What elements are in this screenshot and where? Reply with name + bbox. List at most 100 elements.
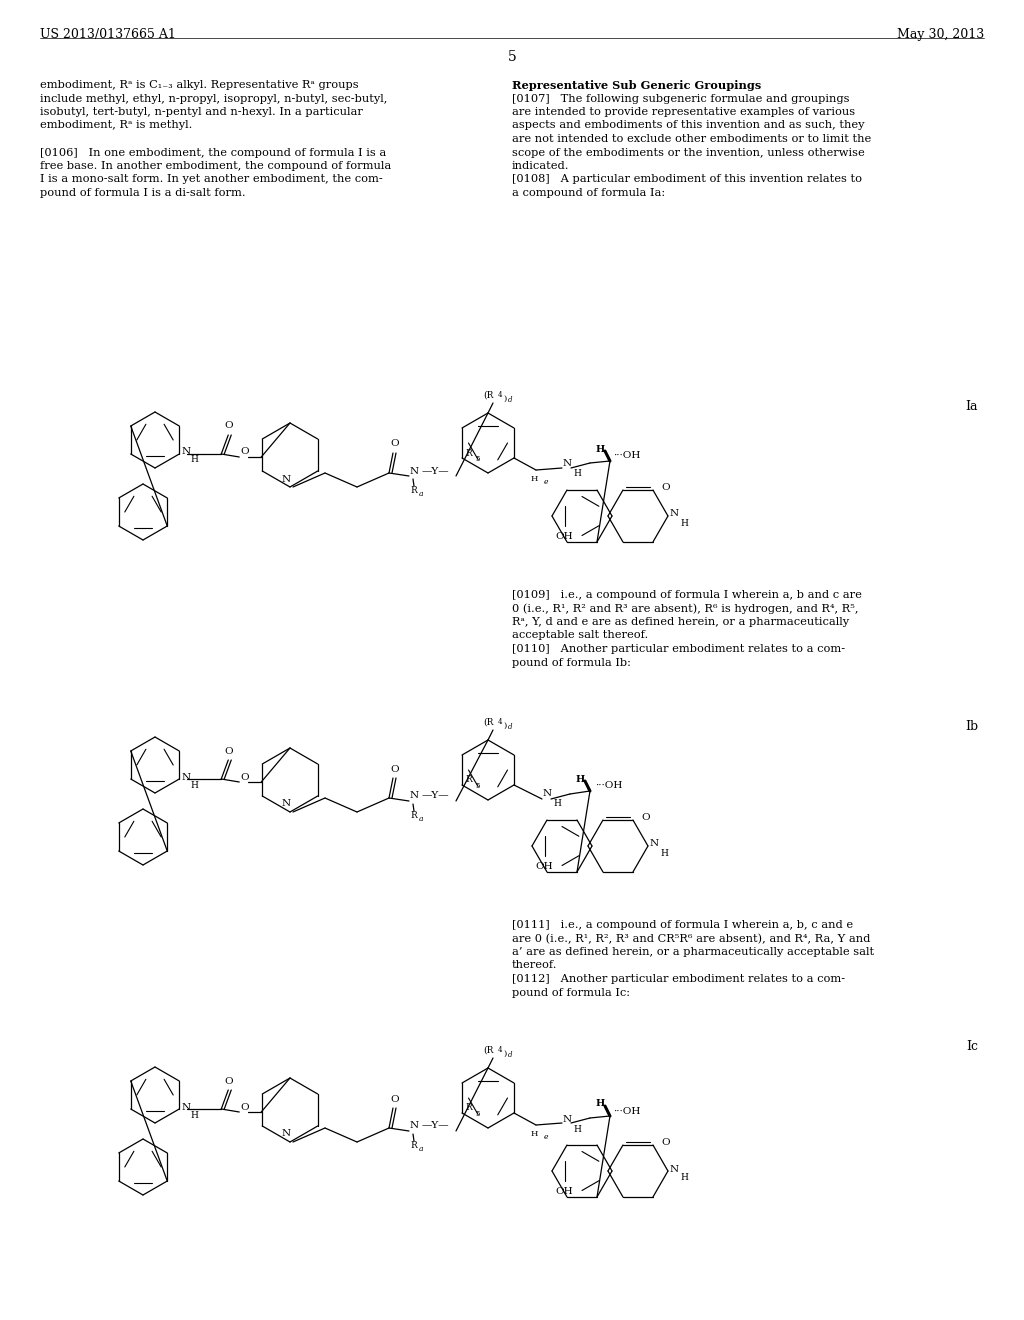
Text: H: H (530, 1130, 538, 1138)
Text: H: H (659, 849, 668, 858)
Text: acceptable salt thereof.: acceptable salt thereof. (512, 631, 648, 640)
Text: pound of formula Ic:: pound of formula Ic: (512, 987, 630, 998)
Text: aspects and embodiments of this invention and as such, they: aspects and embodiments of this inventio… (512, 120, 864, 131)
Text: a’ are as defined herein, or a pharmaceutically acceptable salt: a’ are as defined herein, or a pharmaceu… (512, 946, 874, 957)
Text: US 2013/0137665 A1: US 2013/0137665 A1 (40, 28, 176, 41)
Text: [0111]   i.e., a compound of formula I wherein a, b, c and e: [0111] i.e., a compound of formula I whe… (512, 920, 853, 931)
Text: N: N (282, 800, 291, 808)
Text: O: O (241, 1102, 249, 1111)
Text: May 30, 2013: May 30, 2013 (897, 28, 984, 41)
Text: 0 (i.e., R¹, R² and R³ are absent), R⁶ is hydrogen, and R⁴, R⁵,: 0 (i.e., R¹, R² and R³ are absent), R⁶ i… (512, 603, 858, 614)
Text: —Y—: —Y— (422, 466, 450, 475)
Text: a: a (419, 1144, 424, 1152)
Text: [0109]   i.e., a compound of formula I wherein a, b and c are: [0109] i.e., a compound of formula I whe… (512, 590, 862, 601)
Text: ): ) (503, 1049, 506, 1059)
Text: include methyl, ethyl, n-propyl, isopropyl, n-butyl, sec-butyl,: include methyl, ethyl, n-propyl, isoprop… (40, 94, 387, 103)
Text: indicated.: indicated. (512, 161, 569, 172)
Text: a compound of formula Ia:: a compound of formula Ia: (512, 187, 666, 198)
Text: scope of the embodiments or the invention, unless otherwise: scope of the embodiments or the inventio… (512, 148, 864, 157)
Text: ···OH: ···OH (595, 781, 623, 791)
Text: 4: 4 (498, 391, 503, 399)
Text: (R: (R (483, 391, 494, 400)
Text: O: O (391, 764, 399, 774)
Text: pound of formula Ib:: pound of formula Ib: (512, 657, 631, 668)
Text: H: H (553, 800, 561, 808)
Text: OH: OH (556, 1187, 573, 1196)
Text: H: H (190, 780, 198, 789)
Text: N: N (282, 474, 291, 483)
Text: N: N (181, 1102, 190, 1111)
Text: e: e (544, 478, 548, 486)
Text: H: H (573, 1125, 581, 1134)
Text: isobutyl, tert-butyl, n-pentyl and n-hexyl. In a particular: isobutyl, tert-butyl, n-pentyl and n-hex… (40, 107, 362, 117)
Text: a: a (419, 814, 424, 822)
Text: R: R (465, 449, 472, 458)
Text: H: H (680, 1173, 688, 1183)
Text: N: N (282, 1130, 291, 1138)
Text: O: O (391, 1094, 399, 1104)
Text: O: O (641, 813, 649, 821)
Text: O: O (660, 483, 670, 491)
Text: R: R (410, 1140, 417, 1150)
Text: N: N (563, 1114, 572, 1123)
Text: H: H (190, 1110, 198, 1119)
Text: d: d (508, 723, 512, 731)
Text: e: e (544, 1133, 548, 1140)
Text: R: R (465, 776, 472, 784)
Text: d: d (508, 1051, 512, 1059)
Text: [0106]   In one embodiment, the compound of formula I is a: [0106] In one embodiment, the compound o… (40, 148, 386, 157)
Text: R: R (410, 486, 417, 495)
Text: thereof.: thereof. (512, 961, 557, 970)
Text: are not intended to exclude other embodiments or to limit the: are not intended to exclude other embodi… (512, 135, 871, 144)
Text: O: O (241, 447, 249, 457)
Text: H: H (595, 1100, 604, 1109)
Text: 5: 5 (475, 455, 479, 463)
Text: O: O (224, 1077, 232, 1085)
Text: (R: (R (483, 1045, 494, 1055)
Text: Ia: Ia (966, 400, 978, 413)
Text: Ic: Ic (966, 1040, 978, 1053)
Text: N: N (410, 466, 419, 475)
Text: (R: (R (483, 718, 494, 726)
Text: N: N (543, 789, 552, 799)
Text: 4: 4 (498, 718, 503, 726)
Text: a: a (419, 490, 424, 498)
Text: H: H (190, 455, 198, 465)
Text: embodiment, Rᵃ is methyl.: embodiment, Rᵃ is methyl. (40, 120, 193, 131)
Text: embodiment, Rᵃ is C₁₋₃ alkyl. Representative Rᵃ groups: embodiment, Rᵃ is C₁₋₃ alkyl. Representa… (40, 81, 358, 90)
Text: N: N (181, 772, 190, 781)
Text: H: H (530, 475, 538, 483)
Text: Representative Sub Generic Groupings: Representative Sub Generic Groupings (512, 81, 761, 91)
Text: R: R (465, 1104, 472, 1113)
Text: 4: 4 (498, 1045, 503, 1053)
Text: are 0 (i.e., R¹, R², R³ and CR⁵R⁶ are absent), and R⁴, Ra, Y and: are 0 (i.e., R¹, R², R³ and CR⁵R⁶ are ab… (512, 933, 870, 944)
Text: N: N (181, 447, 190, 457)
Text: are intended to provide representative examples of various: are intended to provide representative e… (512, 107, 855, 117)
Text: O: O (224, 747, 232, 755)
Text: Rᵃ, Y, d and e are as defined herein, or a pharmaceutically: Rᵃ, Y, d and e are as defined herein, or… (512, 616, 849, 627)
Text: [0108]   A particular embodiment of this invention relates to: [0108] A particular embodiment of this i… (512, 174, 862, 185)
Text: N: N (410, 792, 419, 800)
Text: N: N (410, 1122, 419, 1130)
Text: OH: OH (536, 862, 553, 871)
Text: Ib: Ib (965, 719, 978, 733)
Text: R: R (410, 810, 417, 820)
Text: O: O (224, 421, 232, 430)
Text: N: N (563, 459, 572, 469)
Text: [0107]   The following subgeneric formulae and groupings: [0107] The following subgeneric formulae… (512, 94, 850, 103)
Text: 5: 5 (475, 1110, 479, 1118)
Text: H: H (573, 470, 581, 479)
Text: ···OH: ···OH (613, 451, 640, 461)
Text: 5: 5 (508, 50, 516, 63)
Text: H: H (575, 775, 585, 784)
Text: ···OH: ···OH (613, 1106, 640, 1115)
Text: free base. In another embodiment, the compound of formula: free base. In another embodiment, the co… (40, 161, 391, 172)
Text: ): ) (503, 395, 506, 403)
Text: O: O (241, 772, 249, 781)
Text: I is a mono-salt form. In yet another embodiment, the com-: I is a mono-salt form. In yet another em… (40, 174, 383, 185)
Text: ): ) (503, 722, 506, 730)
Text: H: H (595, 445, 604, 454)
Text: H: H (680, 519, 688, 528)
Text: N: N (670, 510, 679, 519)
Text: [0110]   Another particular embodiment relates to a com-: [0110] Another particular embodiment rel… (512, 644, 845, 653)
